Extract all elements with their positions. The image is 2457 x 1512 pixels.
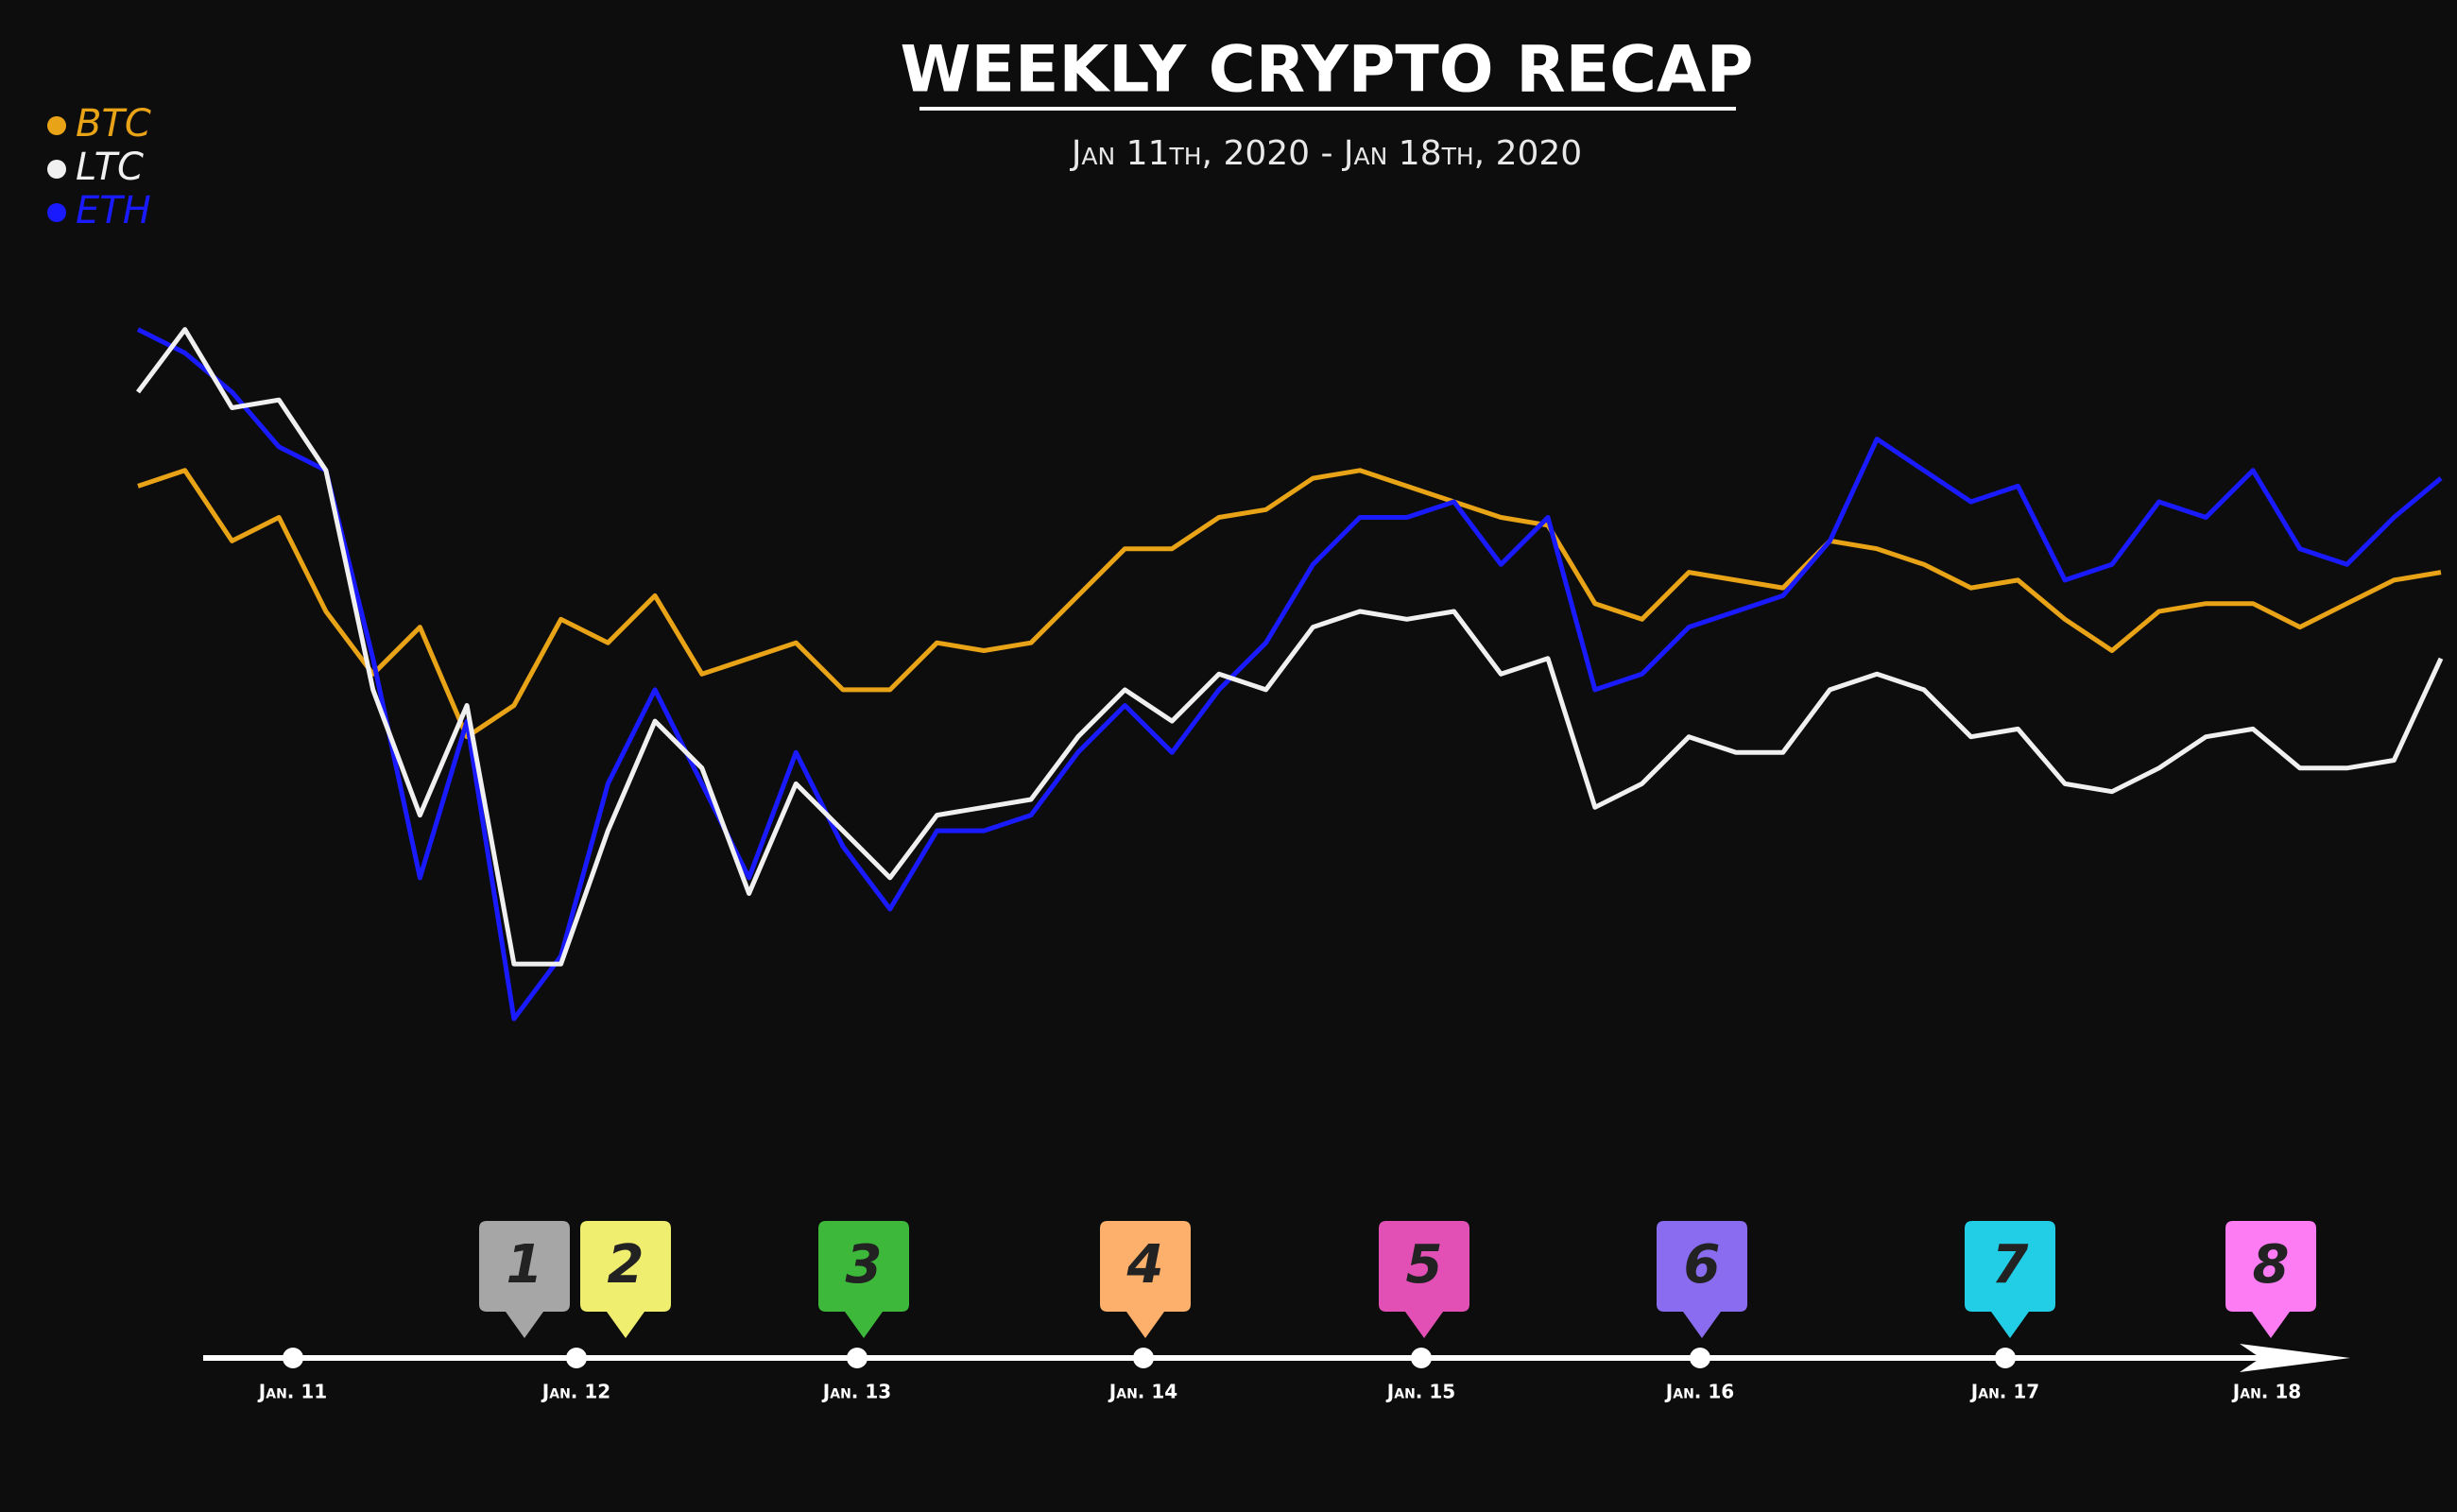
series-line — [137, 468, 2442, 740]
date-label: Jan. 16 — [1664, 1381, 1734, 1403]
legend-label: ETH — [76, 189, 151, 232]
marker-label: 7 — [1992, 1234, 2029, 1296]
marker-label: 4 — [1126, 1234, 1164, 1296]
marker-label: 2 — [608, 1234, 644, 1296]
marker-label: 6 — [1684, 1234, 1721, 1296]
legend-label: BTC — [76, 102, 151, 146]
date-label: Jan. 12 — [541, 1381, 610, 1403]
timeline-dot — [847, 1348, 868, 1368]
marker — [1100, 1221, 1191, 1338]
marker — [2225, 1221, 2316, 1338]
marker — [1657, 1221, 1747, 1338]
date-label: Jan. 18 — [2231, 1381, 2301, 1403]
timeline-dot — [2257, 1348, 2277, 1368]
date-label: Jan. 13 — [821, 1381, 891, 1403]
date-label: Jan. 17 — [1969, 1381, 2039, 1403]
date-label: Jan. 15 — [1385, 1381, 1455, 1403]
chart-subtitle: Jan 11th, 2020 - Jan 18th, 2020 — [1070, 134, 1582, 173]
marker — [818, 1221, 909, 1338]
timeline-dot — [1995, 1348, 2016, 1368]
series-line — [136, 327, 2443, 1022]
legend-label: LTC — [76, 146, 144, 189]
marker — [479, 1221, 570, 1338]
marker-label: 1 — [507, 1234, 543, 1296]
timeline-dot — [1133, 1348, 1154, 1368]
marker-label: 5 — [1406, 1234, 1443, 1296]
legend-dot — [47, 160, 66, 179]
legend-dot — [47, 203, 66, 222]
marker — [1965, 1221, 2055, 1338]
legend-dot — [47, 116, 66, 135]
timeline-dot — [566, 1348, 587, 1368]
date-label: Jan. 11 — [257, 1381, 327, 1403]
date-label: Jan. 14 — [1108, 1381, 1177, 1403]
marker-label: 3 — [846, 1234, 883, 1296]
chart-title: WEEKLY CRYPTO RECAP — [901, 33, 1754, 108]
marker-label: 8 — [2253, 1234, 2290, 1296]
timeline-dot — [1690, 1348, 1710, 1368]
timeline-dot — [283, 1348, 303, 1368]
marker — [1379, 1221, 1469, 1338]
marker — [580, 1221, 671, 1338]
series-line — [135, 327, 2444, 967]
timeline-dot — [1411, 1348, 1432, 1368]
